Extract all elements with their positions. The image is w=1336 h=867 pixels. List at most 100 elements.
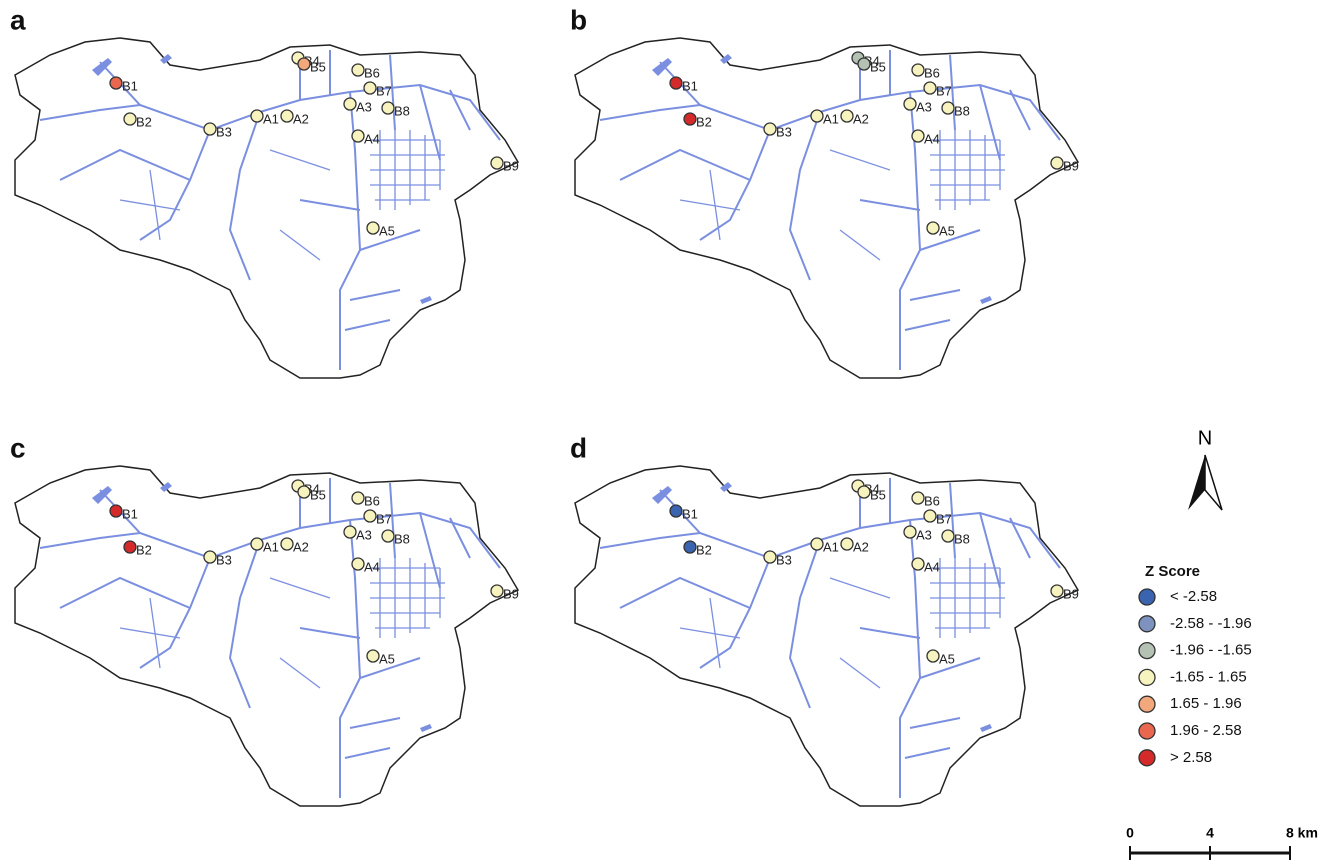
station-label: B9: [1063, 158, 1079, 173]
station-marker: [840, 537, 854, 551]
legend-label: 1.96 - 2.58: [1170, 722, 1242, 739]
legend-label: 1.65 - 1.96: [1170, 695, 1242, 712]
north-arrow: [1204, 454, 1223, 511]
legend-swatch: [1138, 722, 1156, 740]
station-label: A4: [364, 559, 380, 574]
station-label: B8: [954, 531, 970, 546]
station-label: B3: [216, 124, 232, 139]
scale-label: 4: [1206, 825, 1214, 841]
legend-swatch: [1138, 695, 1156, 713]
station-label: A4: [364, 131, 380, 146]
station-marker: [363, 509, 377, 523]
station-label: B8: [954, 103, 970, 118]
station-marker: [923, 509, 937, 523]
station-marker: [280, 109, 294, 123]
station-marker: [810, 109, 824, 123]
station-marker: [683, 540, 697, 554]
station-label: B9: [1063, 586, 1079, 601]
station-label: B2: [136, 114, 152, 129]
basin-map: [14, 37, 519, 379]
station-label: B6: [924, 493, 940, 508]
station-label: B2: [136, 542, 152, 557]
station-marker: [109, 76, 123, 90]
station-marker: [911, 491, 925, 505]
station-label: B3: [216, 552, 232, 567]
station-marker: [669, 76, 683, 90]
station-marker: [351, 557, 365, 571]
station-marker: [250, 537, 264, 551]
legend-swatch: [1138, 615, 1156, 633]
station-marker: [1050, 584, 1064, 598]
station-marker: [351, 63, 365, 77]
legend-swatch: [1138, 588, 1156, 606]
station-marker: [1050, 156, 1064, 170]
station-marker: [123, 540, 137, 554]
station-marker: [490, 156, 504, 170]
station-label: A3: [356, 527, 372, 542]
legend: < -2.58 -2.58 - -1.96 -1.96 - -1.65 -1.65 -…: [1138, 588, 1252, 767]
station-label: B7: [376, 83, 392, 98]
scale-label: 0: [1126, 825, 1134, 841]
station-label: B6: [364, 65, 380, 80]
station-label: B7: [376, 511, 392, 526]
station-label: B9: [503, 158, 519, 173]
station-marker: [203, 122, 217, 136]
panel-label: c: [10, 432, 26, 463]
station-marker: [363, 81, 377, 95]
station-label: B1: [682, 506, 698, 521]
scale-bar: [1129, 846, 1291, 860]
station-label: B9: [503, 586, 519, 601]
station-marker: [911, 63, 925, 77]
station-label: A2: [853, 111, 869, 126]
station-marker: [123, 112, 137, 126]
station-marker: [810, 537, 824, 551]
station-label: B3: [776, 552, 792, 567]
station-label: A2: [293, 111, 309, 126]
station-label: A5: [379, 223, 395, 238]
panel-label: a: [10, 4, 26, 35]
station-label: A1: [263, 539, 279, 554]
station-marker: [297, 57, 311, 71]
station-marker: [343, 525, 357, 539]
station-marker: [109, 504, 123, 518]
station-label: B5: [870, 487, 886, 502]
basin-map: [574, 465, 1079, 807]
station-marker: [351, 491, 365, 505]
station-marker: [903, 525, 917, 539]
station-label: A3: [356, 99, 372, 114]
legend-swatch: [1138, 749, 1156, 767]
station-marker: [381, 101, 395, 115]
station-label: B2: [696, 114, 712, 129]
station-marker: [903, 97, 917, 111]
station-label: A5: [939, 223, 955, 238]
scale-label: 8 km: [1286, 825, 1318, 841]
station-marker: [923, 81, 937, 95]
station-marker: [941, 529, 955, 543]
station-label: B3: [776, 124, 792, 139]
station-label: A1: [823, 111, 839, 126]
north-label: N: [1198, 427, 1212, 449]
station-marker: [351, 129, 365, 143]
station-label: B5: [870, 59, 886, 74]
station-label: B1: [682, 78, 698, 93]
station-label: A1: [823, 539, 839, 554]
station-marker: [763, 550, 777, 564]
station-marker: [926, 221, 940, 235]
basin-map: [574, 37, 1079, 379]
legend-label: < -2.58: [1170, 588, 1217, 605]
station-label: A1: [263, 111, 279, 126]
scale-labels: 0 4 8 km: [1126, 825, 1318, 841]
station-marker: [250, 109, 264, 123]
station-marker: [490, 584, 504, 598]
basin-map: [14, 465, 519, 807]
station-label: B6: [364, 493, 380, 508]
station-label: A2: [853, 539, 869, 554]
station-marker: [343, 97, 357, 111]
legend-label: > 2.58: [1170, 749, 1212, 766]
station-label: B7: [936, 511, 952, 526]
station-marker: [941, 101, 955, 115]
north-arrow: [1188, 455, 1205, 510]
